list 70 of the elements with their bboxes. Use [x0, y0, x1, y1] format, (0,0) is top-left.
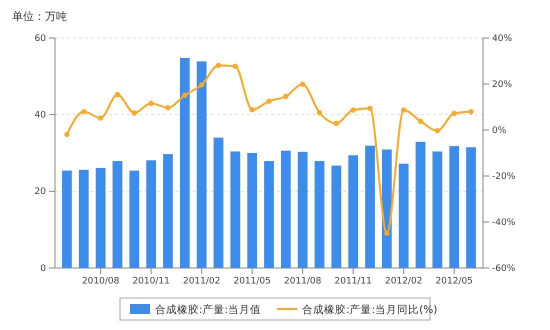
point: [165, 105, 171, 110]
bar: [331, 166, 342, 268]
bar: [78, 170, 89, 268]
bar: [247, 153, 258, 268]
bar: [214, 138, 224, 268]
point: [367, 106, 373, 112]
legend-label: 合成橡胶:产量:当月同比(%): [302, 303, 438, 316]
bar: [230, 151, 240, 268]
point: [266, 98, 272, 104]
x-tick-label: 2011/11: [334, 276, 372, 286]
bar: [264, 161, 274, 268]
point: [434, 128, 440, 134]
bar: [348, 155, 358, 268]
point: [98, 115, 104, 121]
x-tick-label: 2011/05: [233, 276, 271, 286]
bar: [146, 160, 156, 268]
point: [148, 100, 154, 106]
point: [452, 110, 457, 116]
bar: [398, 164, 409, 268]
y2-tick-label: -20%: [492, 172, 516, 182]
point: [300, 82, 306, 87]
bar: [416, 142, 426, 268]
bar: [196, 61, 207, 268]
bar: [449, 146, 460, 268]
point: [250, 107, 255, 112]
x-tick-label: 2012/02: [385, 276, 422, 286]
point: [114, 92, 120, 98]
bar: [180, 58, 190, 268]
point: [182, 92, 188, 98]
y-tick-label: 0: [40, 264, 46, 274]
point: [216, 62, 222, 68]
y-tick-label: 20: [34, 187, 46, 198]
bar: [298, 152, 308, 268]
point: [316, 110, 322, 116]
bar: [163, 154, 173, 268]
x-tick-label: 2010/08: [82, 276, 120, 286]
point: [64, 132, 70, 138]
y2-tick-label: -60%: [492, 264, 516, 274]
point: [401, 107, 406, 113]
point: [468, 108, 474, 114]
bar: [62, 170, 72, 268]
bar: [129, 170, 140, 268]
x-tick-label: 2012/05: [436, 276, 473, 286]
bar: [432, 151, 442, 268]
y2-tick-label: 0%: [492, 126, 507, 136]
bar: [96, 168, 106, 268]
point: [418, 118, 424, 124]
bar: [112, 161, 122, 268]
bar: [280, 150, 291, 268]
point: [283, 94, 288, 100]
point: [384, 230, 390, 236]
point: [350, 107, 356, 113]
y2-tick-label: 20%: [492, 80, 512, 90]
x-tick-label: 2010/11: [132, 276, 170, 286]
x-tick-label: 2011/02: [182, 276, 220, 286]
point: [199, 82, 204, 88]
y2-tick-label: -40%: [492, 218, 516, 228]
point: [81, 108, 86, 114]
text: 单位：万吨: [12, 10, 67, 23]
bar: [466, 147, 476, 268]
point: [232, 64, 238, 69]
legend-label: 合成橡胶:产量:当月值: [155, 303, 262, 316]
point: [334, 120, 339, 126]
point: [132, 110, 137, 116]
bar: [314, 161, 324, 268]
y2-tick-label: 40%: [492, 34, 512, 44]
y-tick-label: 60: [34, 34, 46, 44]
bar: [365, 146, 375, 268]
x-tick-label: 2011/08: [284, 276, 322, 286]
y-tick-label: 40: [34, 110, 46, 121]
